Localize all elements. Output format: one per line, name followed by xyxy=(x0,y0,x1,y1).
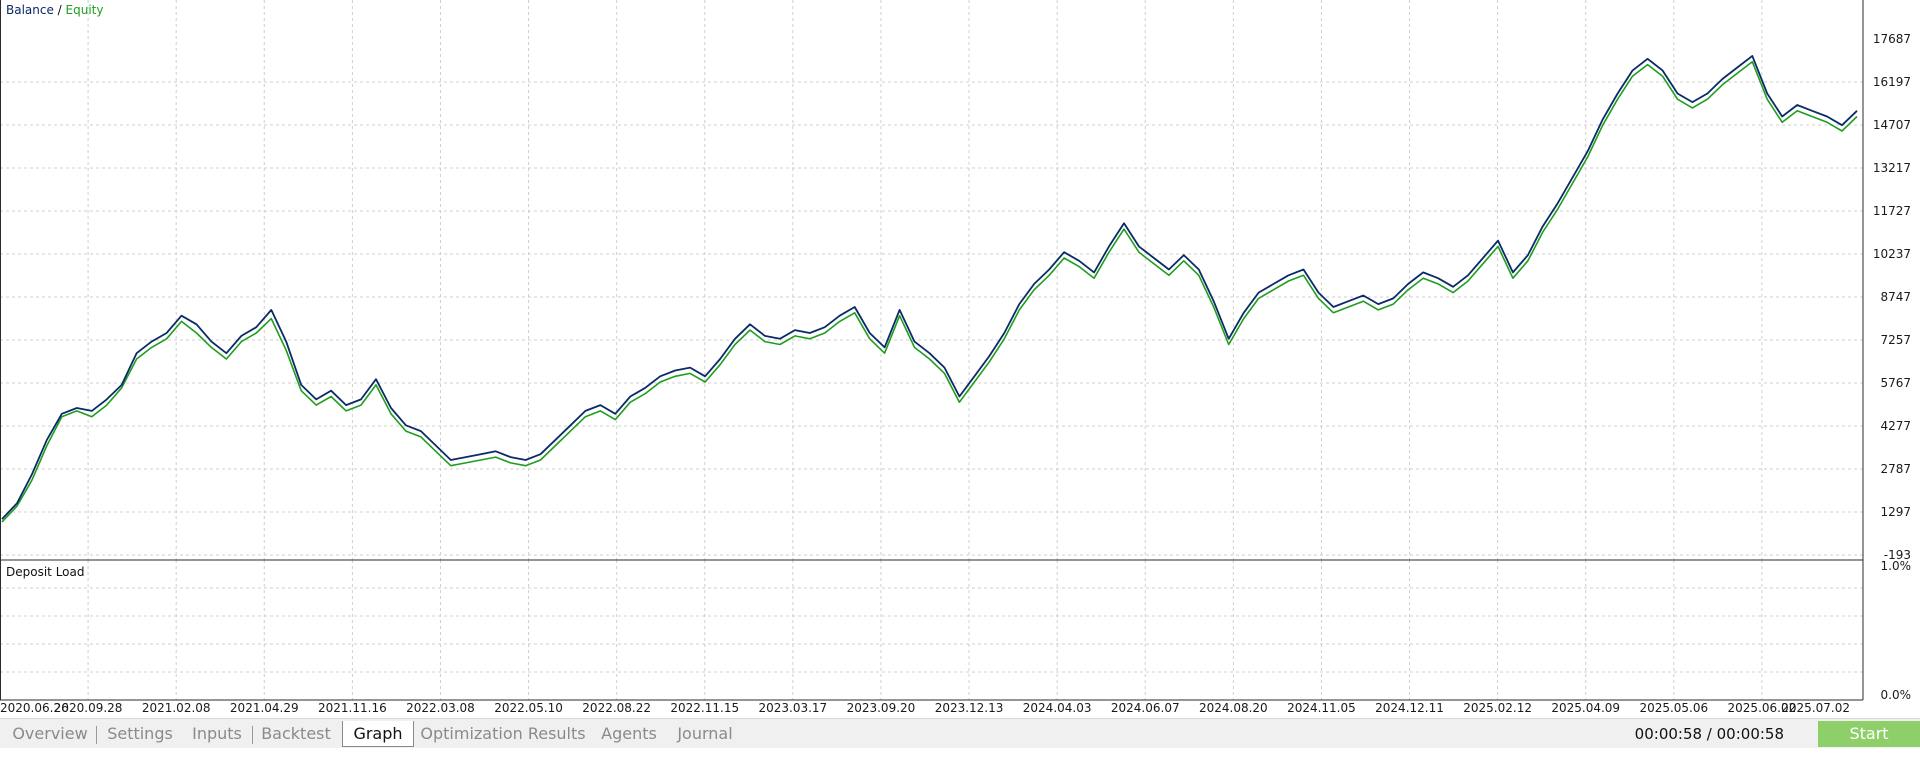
x-tick-label: 2020.09.28 xyxy=(54,701,123,715)
x-tick-label: 2024.06.07 xyxy=(1111,701,1180,715)
tab-agents[interactable]: Agents xyxy=(601,724,657,743)
y-tick-label: 13217 xyxy=(1873,161,1911,175)
y-tick-label: 11727 xyxy=(1873,204,1911,218)
elapsed-timer: 00:00:58 / 00:00:58 xyxy=(1634,725,1784,743)
x-tick-label: 2024.11.05 xyxy=(1287,701,1356,715)
x-tick-label: 2021.02.08 xyxy=(142,701,211,715)
y-tick-label: 5767 xyxy=(1880,376,1911,390)
x-tick-label: 2021.11.16 xyxy=(318,701,387,715)
x-tick-label: 2024.04.03 xyxy=(1023,701,1092,715)
y-tick-label: 1297 xyxy=(1880,505,1911,519)
x-tick-label: 2024.12.11 xyxy=(1375,701,1444,715)
y-tick-label: 8747 xyxy=(1880,290,1911,304)
y-tick-label: 10237 xyxy=(1873,247,1911,261)
tab-separator xyxy=(252,726,253,744)
x-tick-label: 2022.08.22 xyxy=(582,701,651,715)
x-tick-label: 2022.03.08 xyxy=(406,701,475,715)
bottom-strip xyxy=(0,748,1920,780)
y-tick-label: 17687 xyxy=(1873,32,1911,46)
y-tick-label: 16197 xyxy=(1873,75,1911,89)
tester-tab-bar: Overview Settings Inputs Backtest Graph Optim… xyxy=(0,718,1920,748)
x-tick-label: 2025.04.09 xyxy=(1551,701,1620,715)
legend-balance: Balance xyxy=(6,3,54,17)
legend-separator: / xyxy=(54,3,66,17)
y-tick-label: -193 xyxy=(1884,548,1911,562)
x-tick-label: 2023.12.13 xyxy=(935,701,1004,715)
x-tick-label: 2025.02.12 xyxy=(1463,701,1532,715)
y-tick-label: 2787 xyxy=(1880,462,1911,476)
chart-legend: Balance / Equity xyxy=(6,3,103,17)
x-tick-label: 2022.05.10 xyxy=(494,701,563,715)
y-tick-label: 14707 xyxy=(1873,118,1911,132)
x-tick-label: 2020.06.26 xyxy=(0,701,69,715)
x-tick-label: 2023.09.20 xyxy=(847,701,916,715)
tab-inputs[interactable]: Inputs xyxy=(192,724,242,743)
legend-equity: Equity xyxy=(66,3,104,17)
deposit-load-title: Deposit Load xyxy=(6,565,84,579)
start-button[interactable]: Start xyxy=(1818,721,1920,747)
x-tick-label: 2021.04.29 xyxy=(230,701,299,715)
tab-graph[interactable]: Graph xyxy=(342,721,414,747)
y-tick-label: 7257 xyxy=(1880,333,1911,347)
tab-optimization-results[interactable]: Optimization Results xyxy=(420,724,586,743)
balance-line xyxy=(1,55,1858,520)
x-tick-label: 2023.03.17 xyxy=(758,701,827,715)
deposit-y-tick-label: 1.0% xyxy=(1881,559,1912,573)
balance-equity-chart: 17687 16197 14707 13217 11727 10237 8747 7257 57… xyxy=(0,0,1912,715)
equity-line xyxy=(1,60,1858,523)
deposit-y-tick-label: 0.0% xyxy=(1881,688,1912,702)
x-tick-label: 2025.06.02 xyxy=(1728,701,1797,715)
x-tick-label: 2025.05.06 xyxy=(1639,701,1708,715)
tab-backtest[interactable]: Backtest xyxy=(261,724,331,743)
y-tick-label: 4277 xyxy=(1880,419,1911,433)
tab-overview[interactable]: Overview xyxy=(12,724,88,743)
tab-settings[interactable]: Settings xyxy=(107,724,173,743)
x-tick-label: 2022.11.15 xyxy=(670,701,739,715)
x-tick-label: 2025.07.02 xyxy=(1781,701,1850,715)
tab-journal[interactable]: Journal xyxy=(677,724,733,743)
tab-separator xyxy=(96,726,97,744)
x-tick-label: 2024.08.20 xyxy=(1199,701,1268,715)
